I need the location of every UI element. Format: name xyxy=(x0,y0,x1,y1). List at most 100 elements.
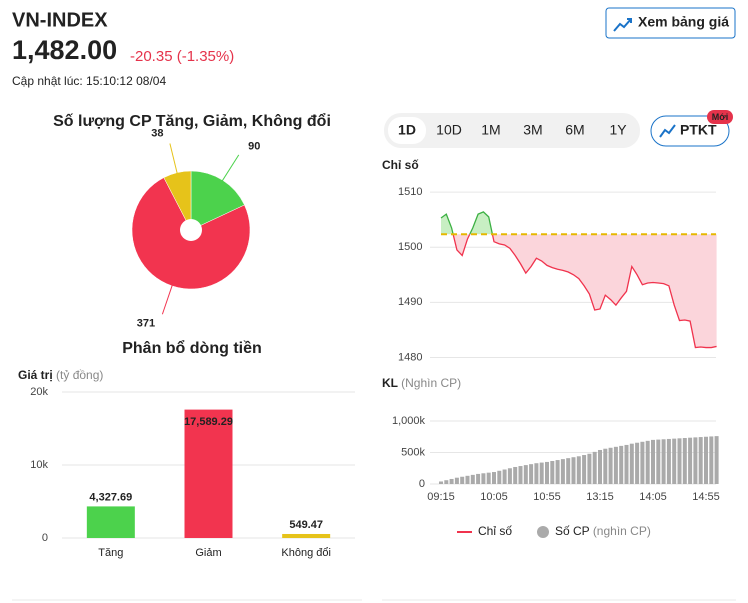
legend-dot xyxy=(537,526,549,538)
legend-label: Số CP (nghìn CP) xyxy=(555,524,651,538)
slice-label: 371 xyxy=(137,318,155,330)
badge-label: Mới xyxy=(712,112,728,122)
volume-bar xyxy=(439,481,443,484)
volume-bar xyxy=(444,480,449,484)
tab[interactable]: 1M xyxy=(481,122,500,138)
volume-bar xyxy=(486,472,491,484)
analysis-button[interactable]: PTKT Mới xyxy=(650,110,733,147)
tabs: 1D 10D 1M 3M 6M 1Y xyxy=(398,122,627,138)
volume-bar xyxy=(666,438,671,484)
volume-bar xyxy=(523,465,528,484)
tab[interactable]: 3M xyxy=(523,122,542,138)
bar xyxy=(86,506,135,538)
volume-bar xyxy=(613,446,618,484)
volume-bar xyxy=(587,453,592,484)
index-price: 1,482.00 xyxy=(12,35,117,65)
volume-bar xyxy=(545,461,549,484)
y-tick-label: 500k xyxy=(401,446,425,458)
volume-bar xyxy=(497,470,502,484)
change-value: -20.35 xyxy=(130,48,173,65)
volume-bar xyxy=(693,437,698,484)
pie-title: Số lượng CP Tăng, Giảm, Không đổi xyxy=(53,112,331,130)
volume-bar xyxy=(619,445,624,484)
price-board-button[interactable]: Xem bảng giá xyxy=(605,7,736,39)
volume-bar xyxy=(550,461,555,484)
update-time: Cập nhật lúc: 15:10:12 08/04 xyxy=(12,74,166,88)
volume-title: KL xyxy=(382,376,398,390)
y-tick-label: 1500 xyxy=(398,241,422,253)
volume-bar xyxy=(502,469,507,484)
leader-line xyxy=(169,143,179,179)
volume-bar xyxy=(704,436,708,484)
volume-bar xyxy=(598,449,602,484)
line-up xyxy=(440,211,494,235)
x-tick-label: Không đổi xyxy=(281,547,331,559)
x-tick-label: 14:55 xyxy=(692,491,720,503)
tab[interactable]: 1Y xyxy=(609,122,627,138)
y-tick-label: 0 xyxy=(42,532,48,544)
volume-bar xyxy=(677,438,682,484)
volume-bar xyxy=(651,439,655,484)
x-tick-label: 13:15 xyxy=(586,491,614,503)
index-change: -20.35 (-1.35%) xyxy=(130,48,234,65)
tab-bar xyxy=(384,113,640,148)
volume-bar xyxy=(640,441,645,484)
volume-bar xyxy=(465,475,470,484)
volume-bar xyxy=(661,439,666,484)
y-tick-label: 1480 xyxy=(398,351,422,363)
legend-unit: (nghìn CP) xyxy=(593,524,651,538)
x-tick-label: Giảm xyxy=(195,547,221,559)
leader-line xyxy=(161,280,175,315)
x-tick-label: 10:05 xyxy=(480,491,508,503)
volume-bar xyxy=(454,477,459,484)
y-tick-label: 1490 xyxy=(398,296,422,308)
y-tick-label: 1510 xyxy=(398,186,422,198)
volume-bar xyxy=(698,437,703,484)
tab-selected xyxy=(388,117,426,144)
volume-unit: (Nghìn CP) xyxy=(401,376,461,390)
button-frame[interactable] xyxy=(650,115,730,147)
y-tick-label: 10k xyxy=(30,459,48,471)
volume-bar xyxy=(518,466,523,484)
index-name: VN-INDEX xyxy=(12,9,108,31)
y-tick-label: 1,000k xyxy=(392,415,426,427)
volume-bar xyxy=(629,443,634,484)
volume-bar xyxy=(709,436,714,484)
value-label: 4,327.69 xyxy=(89,491,132,503)
volume-bar xyxy=(592,451,597,484)
x-tick-label: 10:55 xyxy=(533,491,561,503)
area-down xyxy=(441,234,717,348)
line-down xyxy=(452,234,717,349)
bar xyxy=(184,409,233,538)
button-label[interactable]: PTKT xyxy=(680,122,717,138)
volume-bar xyxy=(656,439,661,484)
volume-bar xyxy=(513,466,518,484)
tab[interactable]: 1D xyxy=(398,122,416,138)
tab[interactable]: 6M xyxy=(565,122,584,138)
button-label[interactable]: Xem bảng giá xyxy=(638,14,729,30)
volume-bar xyxy=(529,464,534,484)
volume-bar xyxy=(476,473,481,484)
volume-bar xyxy=(682,438,687,484)
volume-bar xyxy=(672,438,677,484)
volume-bar xyxy=(555,460,560,484)
volume-bar xyxy=(534,463,539,484)
bar-title: Phân bổ dòng tiền xyxy=(122,339,262,357)
volume-bar xyxy=(560,459,565,484)
volume-label: KL (Nghìn CP) xyxy=(382,376,461,390)
volume-bar xyxy=(460,476,465,484)
volume-bar xyxy=(688,437,693,484)
change-percent: (-1.35%) xyxy=(177,48,235,65)
volume-bar xyxy=(481,473,486,484)
value-label: 17,589.29 xyxy=(184,416,233,428)
y-tick-label: 0 xyxy=(419,478,425,490)
volume-bar xyxy=(582,455,587,484)
slice-label: 90 xyxy=(248,140,260,152)
volume-bar xyxy=(470,474,475,484)
button-frame[interactable] xyxy=(605,7,736,39)
x-tick-label: 09:15 xyxy=(427,491,455,503)
badge xyxy=(707,110,733,124)
tab[interactable]: 10D xyxy=(436,122,462,138)
volume-bar xyxy=(507,468,512,484)
y-axis-title: Giá trị xyxy=(18,368,53,382)
